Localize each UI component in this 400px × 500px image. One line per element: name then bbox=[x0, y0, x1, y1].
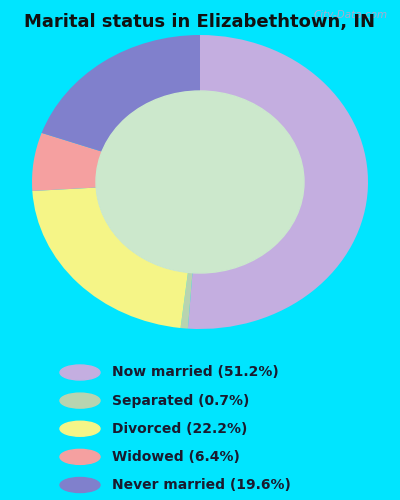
Wedge shape bbox=[180, 272, 192, 328]
Circle shape bbox=[60, 365, 100, 380]
Wedge shape bbox=[32, 188, 188, 328]
Circle shape bbox=[60, 450, 100, 464]
Circle shape bbox=[60, 393, 100, 408]
Circle shape bbox=[60, 421, 100, 436]
Text: Never married (19.6%): Never married (19.6%) bbox=[112, 478, 291, 492]
Text: City-Data.com: City-Data.com bbox=[314, 10, 388, 20]
Wedge shape bbox=[32, 133, 102, 191]
Wedge shape bbox=[188, 35, 368, 329]
Text: Separated (0.7%): Separated (0.7%) bbox=[112, 394, 249, 407]
Wedge shape bbox=[42, 35, 200, 152]
Text: Now married (51.2%): Now married (51.2%) bbox=[112, 366, 279, 380]
Text: Divorced (22.2%): Divorced (22.2%) bbox=[112, 422, 247, 436]
Circle shape bbox=[60, 478, 100, 492]
Text: Widowed (6.4%): Widowed (6.4%) bbox=[112, 450, 240, 464]
Circle shape bbox=[96, 91, 304, 273]
Text: Marital status in Elizabethtown, IN: Marital status in Elizabethtown, IN bbox=[24, 12, 376, 30]
